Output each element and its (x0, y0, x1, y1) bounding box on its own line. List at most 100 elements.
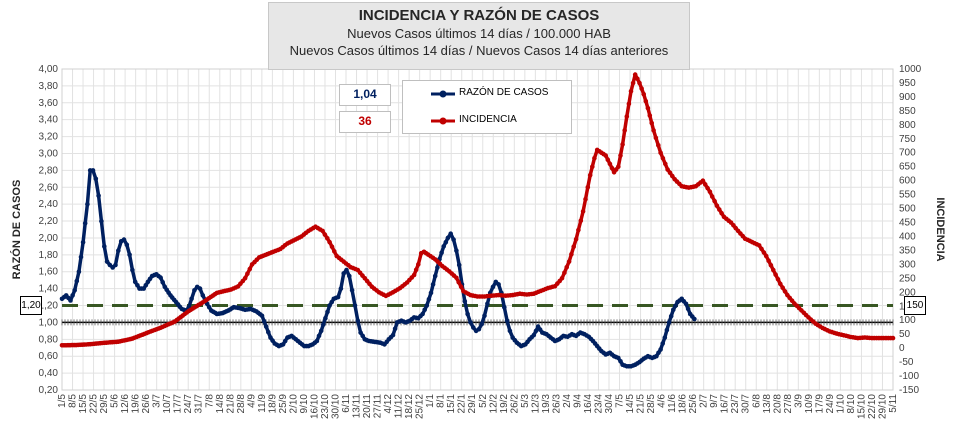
razon-point (362, 337, 368, 342)
incidencia-point (731, 223, 736, 228)
incidencia-point (334, 253, 340, 259)
incidencia-point (628, 89, 634, 94)
incidencia-point (726, 218, 731, 223)
razon-point (80, 239, 86, 245)
x-tick-label: 25/9 (278, 394, 289, 414)
y-right-tick-label: 600 (899, 176, 916, 187)
razon-point (490, 284, 496, 290)
incidencia-point (707, 189, 713, 195)
razon-point (601, 350, 606, 356)
title-box: INCIDENCIA Y RAZÓN DE CASOS Nuevos Casos… (268, 2, 690, 70)
razon-point (618, 359, 623, 364)
razon-point (154, 272, 159, 277)
razon-point (609, 352, 615, 357)
incidencia-point (890, 335, 896, 341)
incidencia-point (611, 170, 617, 175)
razon-point (658, 347, 663, 352)
incidencia-point (226, 287, 232, 293)
x-tick-label: 18/12 (404, 394, 415, 419)
incidencia-point (447, 269, 452, 274)
razon-point (218, 311, 223, 316)
incidencia-point (285, 241, 290, 246)
razon-point (181, 307, 187, 313)
incidencia-point (416, 262, 421, 267)
incidencia-point (388, 291, 393, 296)
incidencia-point (505, 293, 511, 298)
razon-point (242, 307, 248, 313)
incidencia-point (271, 249, 276, 255)
incidencia-point (158, 325, 163, 331)
incidencia-point (306, 228, 311, 234)
razon-point (147, 276, 153, 282)
incidencia-point (775, 277, 781, 282)
incidencia-point (409, 275, 415, 280)
razon-point (370, 339, 376, 344)
razon-point (233, 305, 238, 310)
razon-point (141, 286, 146, 291)
incidencia-point (862, 335, 868, 340)
razon-point (368, 339, 374, 344)
incidencia-point (386, 292, 391, 298)
razon-point (82, 220, 88, 226)
incidencia-point (106, 340, 111, 345)
incidencia-point (402, 282, 408, 287)
incidencia-point (519, 291, 525, 297)
y-left-tick-label: 4,00 (39, 64, 59, 75)
incidencia-point (346, 263, 351, 268)
razon-point (220, 310, 225, 316)
razon-point (662, 335, 668, 340)
incidencia-point (810, 319, 816, 324)
incidencia-point (413, 267, 419, 273)
razon-point (567, 333, 573, 338)
razon-point (349, 288, 355, 293)
razon-point (454, 248, 459, 253)
razon-point (535, 324, 541, 329)
razon-point (139, 286, 144, 291)
incidencia-point (170, 320, 175, 325)
razon-point (276, 343, 282, 349)
incidencia-point (160, 324, 165, 330)
incidencia-point (583, 197, 588, 202)
razon-point (327, 303, 332, 308)
razon-point (268, 335, 273, 340)
incidencia-point (371, 286, 377, 291)
x-tick-label: 12/6 (120, 394, 131, 414)
incidencia-point (112, 339, 117, 345)
incidencia-point (341, 259, 347, 264)
incidencia-point (559, 276, 565, 281)
x-tick-label: 29/10 (877, 394, 888, 419)
razon-point (110, 265, 115, 270)
incidencia-point (580, 209, 586, 214)
incidencia-point (484, 293, 490, 299)
incidencia-point (881, 335, 886, 341)
razon-point (548, 335, 553, 340)
razon-point (666, 320, 672, 325)
x-tick-label: 24/7 (183, 394, 194, 414)
incidencia-point (295, 236, 300, 241)
razon-point (413, 315, 419, 321)
x-tick-label: 31/7 (194, 394, 205, 414)
razon-point (409, 316, 415, 322)
incidencia-point (674, 179, 680, 184)
razon-point (197, 286, 203, 291)
incidencia-point (118, 339, 123, 344)
razon-point (626, 364, 632, 369)
incidencia-point (752, 240, 757, 246)
incidencia-point (407, 277, 412, 283)
x-tick-label: 4/6 (657, 394, 668, 408)
razon-point (366, 338, 372, 344)
x-tick-label: 11/6 (667, 394, 678, 413)
razon-point (459, 282, 465, 287)
incidencia-point (503, 293, 509, 299)
incidencia-point (700, 178, 706, 183)
incidencia-point (888, 335, 893, 341)
incidencia-point (782, 289, 788, 294)
x-tick-label: 12/3 (530, 394, 541, 414)
razon-point (179, 306, 184, 312)
y-right-tick-label: 1000 (899, 64, 922, 75)
x-tick-label: 19/2 (499, 394, 510, 414)
razon-point (603, 352, 608, 357)
razon-point (252, 308, 257, 313)
incidencia-point (679, 183, 684, 189)
incidencia-point (562, 270, 567, 276)
